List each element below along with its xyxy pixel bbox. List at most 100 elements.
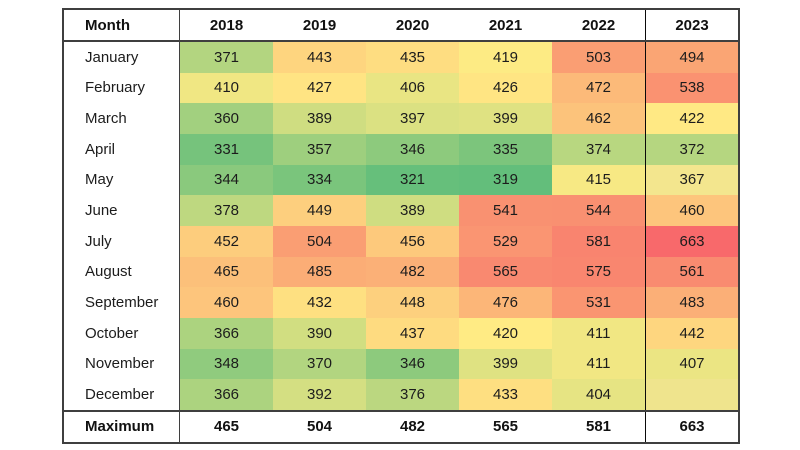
- heatmap-cell-october-2020: 437: [366, 317, 459, 349]
- footer-row-maximum: Maximum 465 504 482 565 581 663: [64, 409, 738, 442]
- heatmap-cell-december-2023: [645, 379, 738, 410]
- heatmap-cell-january-2018: 371: [180, 42, 273, 73]
- maximum-value-2019: 504: [273, 411, 366, 442]
- heatmap-cell-february-2020: 406: [366, 72, 459, 104]
- year-header-2018: 2018: [180, 10, 273, 40]
- heatmap-cell-august-2020: 482: [366, 256, 459, 288]
- table-row-december: December 366 392 376 433 404: [64, 379, 738, 410]
- heatmap-cell-june-2019: 449: [273, 195, 366, 226]
- month-label: October: [64, 317, 180, 349]
- heatmap-cell-october-2018: 366: [180, 317, 273, 349]
- heatmap-cell-july-2021: 529: [459, 225, 552, 257]
- month-label: December: [64, 379, 180, 410]
- heatmap-cell-may-2023: 367: [645, 164, 738, 196]
- heatmap-cell-may-2019: 334: [273, 164, 366, 196]
- heatmap-cell-july-2023: 663: [645, 225, 738, 257]
- heatmap-cell-march-2019: 389: [273, 103, 366, 134]
- heatmap-cell-january-2022: 503: [552, 42, 645, 73]
- heatmap-cell-december-2022: 404: [552, 379, 645, 410]
- month-label: January: [64, 42, 180, 73]
- heatmap-cell-april-2023: 372: [645, 133, 738, 165]
- heatmap-cell-may-2021: 319: [459, 164, 552, 196]
- table-row-may: May 344 334 321 319 415 367: [64, 164, 738, 196]
- table-row-july: July 452 504 456 529 581 663: [64, 225, 738, 257]
- maximum-value-2018: 465: [180, 411, 273, 442]
- heatmap-cell-november-2021: 399: [459, 348, 552, 380]
- heatmap-cell-april-2020: 346: [366, 133, 459, 165]
- year-header-2019: 2019: [273, 10, 366, 40]
- table-row-june: June 378 449 389 541 544 460: [64, 195, 738, 226]
- month-label: June: [64, 195, 180, 226]
- heatmap-cell-june-2018: 378: [180, 195, 273, 226]
- month-label: March: [64, 103, 180, 134]
- heatmap-cell-march-2022: 462: [552, 103, 645, 134]
- heatmap-cell-may-2022: 415: [552, 164, 645, 196]
- heatmap-cell-august-2019: 485: [273, 256, 366, 288]
- heatmap-cell-january-2023: 494: [645, 42, 738, 73]
- corner-header-month: Month: [64, 10, 180, 40]
- table-row-august: August 465 485 482 565 575 561: [64, 256, 738, 288]
- heatmap-cell-august-2022: 575: [552, 256, 645, 288]
- heatmap-cell-february-2019: 427: [273, 72, 366, 104]
- heatmap-cell-july-2022: 581: [552, 225, 645, 257]
- heatmap-cell-march-2021: 399: [459, 103, 552, 134]
- heatmap-cell-september-2018: 460: [180, 287, 273, 318]
- table-row-january: January 371 443 435 419 503 494: [64, 42, 738, 73]
- year-header-2023: 2023: [645, 10, 738, 40]
- maximum-value-2022: 581: [552, 411, 645, 442]
- heatmap-cell-october-2021: 420: [459, 317, 552, 349]
- heatmap-cell-april-2019: 357: [273, 133, 366, 165]
- table-row-april: April 331 357 346 335 374 372: [64, 133, 738, 165]
- year-header-2021: 2021: [459, 10, 552, 40]
- heatmap-cell-september-2020: 448: [366, 287, 459, 318]
- heatmap-cell-november-2023: 407: [645, 348, 738, 380]
- heatmap-cell-march-2018: 360: [180, 103, 273, 134]
- heatmap-cell-august-2021: 565: [459, 256, 552, 288]
- heatmap-cell-june-2023: 460: [645, 195, 738, 226]
- heatmap-cell-december-2021: 433: [459, 379, 552, 410]
- heatmap-table: Month 2018 2019 2020 2021 2022 2023 January 371 4…: [62, 8, 740, 444]
- heatmap-cell-april-2022: 374: [552, 133, 645, 165]
- month-label: February: [64, 72, 180, 104]
- heatmap-cell-may-2018: 344: [180, 164, 273, 196]
- heatmap-cell-april-2021: 335: [459, 133, 552, 165]
- month-label: September: [64, 287, 180, 318]
- year-header-2020: 2020: [366, 10, 459, 40]
- heatmap-cell-april-2018: 331: [180, 133, 273, 165]
- month-label: August: [64, 256, 180, 288]
- heatmap-cell-june-2021: 541: [459, 195, 552, 226]
- heatmap-cell-february-2022: 472: [552, 72, 645, 104]
- heatmap-cell-january-2021: 419: [459, 42, 552, 73]
- table-row-september: September 460 432 448 476 531 483: [64, 287, 738, 318]
- heatmap-cell-august-2023: 561: [645, 256, 738, 288]
- table-row-march: March 360 389 397 399 462 422: [64, 103, 738, 134]
- heatmap-cell-march-2020: 397: [366, 103, 459, 134]
- heatmap-cell-november-2018: 348: [180, 348, 273, 380]
- maximum-value-2021: 565: [459, 411, 552, 442]
- heatmap-cell-february-2018: 410: [180, 72, 273, 104]
- heatmap-cell-december-2019: 392: [273, 379, 366, 410]
- header-row: Month 2018 2019 2020 2021 2022 2023: [64, 10, 738, 42]
- heatmap-cell-july-2018: 452: [180, 225, 273, 257]
- heatmap-cell-september-2021: 476: [459, 287, 552, 318]
- heatmap-cell-august-2018: 465: [180, 256, 273, 288]
- heatmap-cell-july-2019: 504: [273, 225, 366, 257]
- heatmap-cell-october-2023: 442: [645, 317, 738, 349]
- month-label: November: [64, 348, 180, 380]
- month-label: July: [64, 225, 180, 257]
- heatmap-cell-february-2021: 426: [459, 72, 552, 104]
- heatmap-cell-september-2022: 531: [552, 287, 645, 318]
- heatmap-cell-february-2023: 538: [645, 72, 738, 104]
- heatmap-cell-november-2019: 370: [273, 348, 366, 380]
- heatmap-cell-january-2020: 435: [366, 42, 459, 73]
- heatmap-cell-june-2020: 389: [366, 195, 459, 226]
- maximum-value-2020: 482: [366, 411, 459, 442]
- heatmap-cell-july-2020: 456: [366, 225, 459, 257]
- maximum-label: Maximum: [64, 411, 180, 442]
- table-row-november: November 348 370 346 399 411 407: [64, 348, 738, 380]
- heatmap-cell-may-2020: 321: [366, 164, 459, 196]
- heatmap-cell-september-2023: 483: [645, 287, 738, 318]
- heatmap-cell-june-2022: 544: [552, 195, 645, 226]
- heatmap-cell-november-2022: 411: [552, 348, 645, 380]
